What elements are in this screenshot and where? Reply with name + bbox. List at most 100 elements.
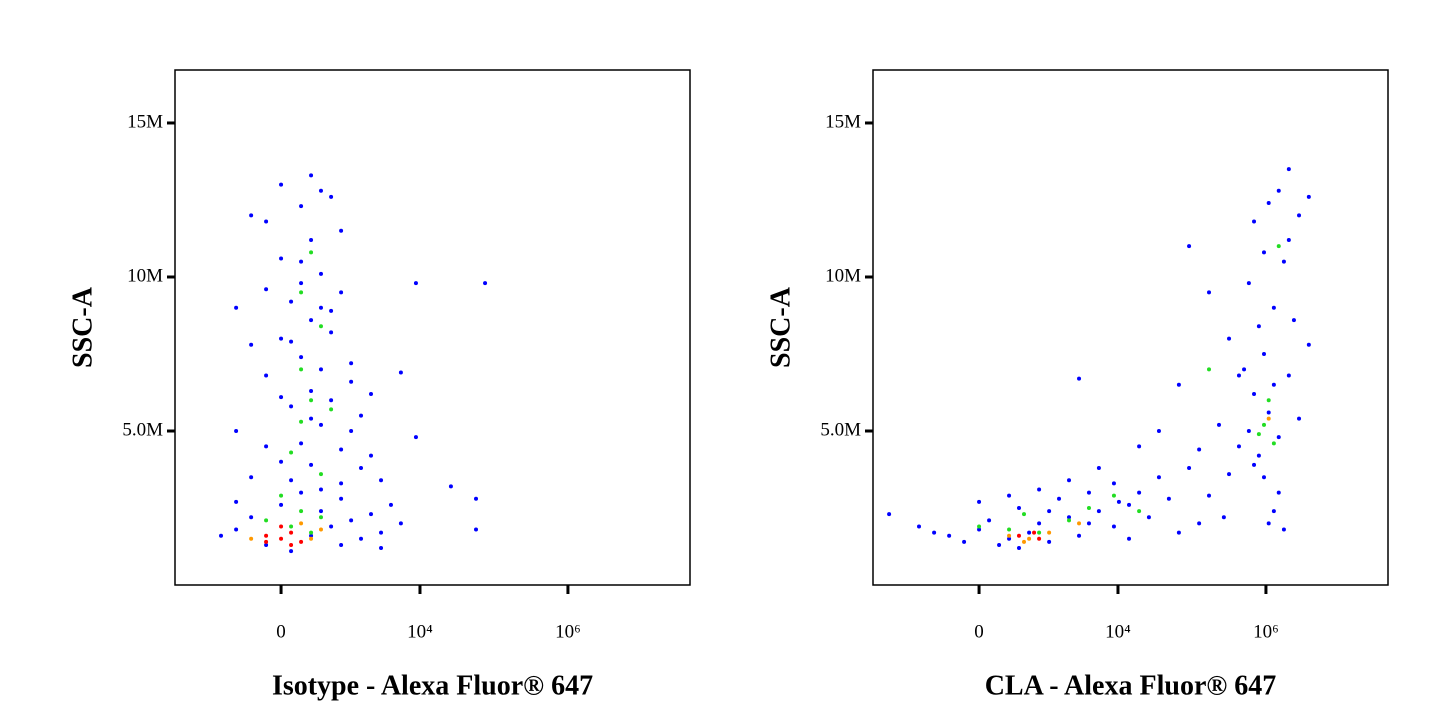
event-dot: [1067, 515, 1072, 520]
event-dot: [1027, 530, 1032, 535]
event-dot: [369, 392, 374, 397]
event-dot: [1236, 444, 1241, 449]
x-tick-label: 10⁶: [555, 621, 581, 642]
x-tick-label: 10⁴: [1105, 621, 1131, 642]
event-dot: [318, 305, 323, 310]
event-dot: [1077, 376, 1082, 381]
event-dot: [329, 194, 334, 199]
event-dot: [279, 502, 284, 507]
event-dot: [1271, 441, 1276, 446]
event-dot: [289, 530, 294, 535]
event-dot: [318, 367, 323, 372]
event-dot: [1207, 493, 1212, 498]
event-dot: [289, 339, 294, 344]
event-dot: [369, 512, 374, 517]
y-tick-label: 10M: [825, 265, 861, 286]
event-dot: [339, 481, 344, 486]
event-dot: [318, 487, 323, 492]
event-dot: [1057, 496, 1062, 501]
event-dot: [474, 496, 479, 501]
event-dot: [264, 518, 269, 523]
event-dot: [318, 324, 323, 329]
y-tick-label: 15M: [825, 111, 861, 132]
event-dot: [887, 512, 892, 517]
event-dot: [379, 530, 384, 535]
event-dot: [279, 395, 284, 400]
y-tick-label: 10M: [127, 265, 163, 286]
event-dot: [1007, 493, 1012, 498]
event-dot: [1096, 465, 1101, 470]
event-dot: [359, 465, 364, 470]
y-axis-title: SSC-A: [67, 286, 98, 368]
event-dot: [249, 515, 254, 520]
event-dot: [249, 213, 254, 218]
event-dot: [1086, 490, 1091, 495]
event-dot: [1197, 521, 1202, 526]
event-dot: [1111, 524, 1116, 529]
event-dot: [1176, 382, 1181, 387]
event-dot: [349, 361, 354, 366]
y-tick-label: 5.0M: [820, 419, 861, 440]
event-dot: [1137, 490, 1142, 495]
event-dot: [1276, 490, 1281, 495]
event-dot: [299, 441, 304, 446]
event-dot: [1261, 250, 1266, 255]
event-dot: [1067, 518, 1072, 523]
event-dot: [249, 475, 254, 480]
event-dot: [1261, 351, 1266, 356]
event-dot: [318, 188, 323, 193]
plot-frame: [174, 69, 691, 586]
event-dot: [398, 521, 403, 526]
event-dot: [977, 527, 982, 532]
event-dot: [1187, 465, 1192, 470]
event-dot: [299, 419, 304, 424]
event-dot: [483, 281, 488, 286]
event-dot: [1221, 515, 1226, 520]
x-tick-label: 10⁴: [407, 621, 433, 642]
event-dot: [1256, 324, 1261, 329]
event-dot: [1007, 527, 1012, 532]
event-dot: [1236, 373, 1241, 378]
event-dot: [1266, 410, 1271, 415]
event-dot: [987, 518, 992, 523]
event-dot: [1047, 509, 1052, 514]
event-dot: [309, 238, 314, 243]
event-dot: [299, 367, 304, 372]
event-dot: [318, 422, 323, 427]
event-dot: [379, 478, 384, 483]
event-dot: [1242, 367, 1247, 372]
event-dot: [264, 219, 269, 224]
event-dot: [1261, 475, 1266, 480]
event-dot: [1252, 219, 1257, 224]
event-dot: [299, 290, 304, 295]
x-axis-title: CLA - Alexa Fluor® 647: [985, 670, 1277, 701]
event-dot: [1007, 536, 1012, 541]
event-dot: [379, 546, 384, 551]
event-dot: [1111, 481, 1116, 486]
event-dot: [299, 539, 304, 544]
event-dot: [1227, 336, 1232, 341]
event-dot: [1256, 453, 1261, 458]
event-dot: [997, 542, 1002, 547]
event-dot: [264, 533, 269, 538]
event-dot: [349, 518, 354, 523]
event-dot: [1266, 201, 1271, 206]
event-dot: [234, 499, 239, 504]
event-dot: [309, 250, 314, 255]
event-dot: [1037, 530, 1042, 535]
event-dot: [1286, 238, 1291, 243]
event-dot: [1187, 244, 1192, 249]
event-dot: [299, 204, 304, 209]
event-dot: [309, 462, 314, 467]
event-dot: [474, 527, 479, 532]
y-axis-title: SSC-A: [765, 286, 796, 368]
event-dot: [309, 398, 314, 403]
event-dot: [1227, 472, 1232, 477]
event-dot: [1197, 447, 1202, 452]
event-dot: [234, 527, 239, 532]
event-dot: [329, 398, 334, 403]
event-dot: [1271, 509, 1276, 514]
event-dot: [1021, 512, 1026, 517]
event-dot: [977, 499, 982, 504]
